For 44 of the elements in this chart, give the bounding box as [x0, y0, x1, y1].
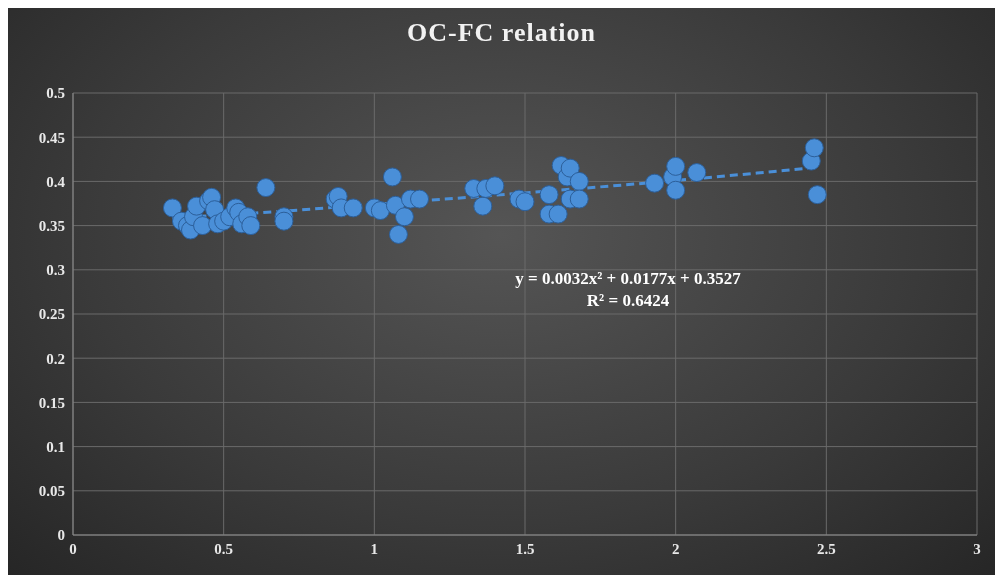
point: [666, 180, 686, 200]
point: [687, 163, 707, 183]
x-tick-label: 1: [370, 540, 379, 557]
point: [569, 171, 589, 191]
y-tick-label: 0.25: [38, 306, 65, 323]
point: [666, 156, 686, 176]
annotation: R² = 0.6424: [585, 290, 671, 312]
point: [569, 189, 589, 209]
x-tick-label: 2: [671, 540, 680, 557]
chart-title: OC-FC relation: [406, 18, 597, 48]
y-tick-label: 0.4: [46, 173, 66, 190]
point: [515, 192, 535, 212]
y-tick-label: 0.35: [38, 217, 65, 234]
point: [394, 207, 414, 227]
x-tick-label: 1.5: [515, 540, 535, 557]
y-tick-label: 0.05: [38, 483, 65, 500]
point: [804, 138, 824, 158]
point: [485, 176, 505, 196]
y-tick-label: 0.15: [38, 394, 65, 411]
x-tick-label: 3: [973, 540, 981, 557]
point: [241, 216, 261, 236]
point: [539, 185, 559, 205]
point: [343, 198, 363, 218]
point: [382, 167, 402, 187]
point: [645, 173, 665, 193]
point: [548, 204, 568, 224]
point: [410, 189, 430, 209]
point: [807, 185, 827, 205]
x-tick-label: 2.5: [816, 540, 836, 557]
y-tick-label: 0.1: [46, 438, 65, 455]
x-tick-label: 0.5: [214, 540, 234, 557]
y-tick-label: 0.45: [38, 129, 65, 146]
point: [162, 198, 182, 218]
point: [473, 196, 493, 216]
y-tick-label: 0.3: [46, 262, 65, 279]
point: [388, 224, 408, 244]
y-tick-label: 0: [57, 527, 65, 544]
x-tick-label: 0: [69, 540, 77, 557]
point: [256, 178, 276, 198]
point: [370, 201, 390, 221]
y-tick-label: 0.5: [46, 85, 65, 102]
annotation: y = 0.0032x² + 0.0177x + 0.3527: [514, 268, 742, 290]
point: [560, 158, 580, 178]
y-tick-label: 0.2: [46, 350, 65, 367]
